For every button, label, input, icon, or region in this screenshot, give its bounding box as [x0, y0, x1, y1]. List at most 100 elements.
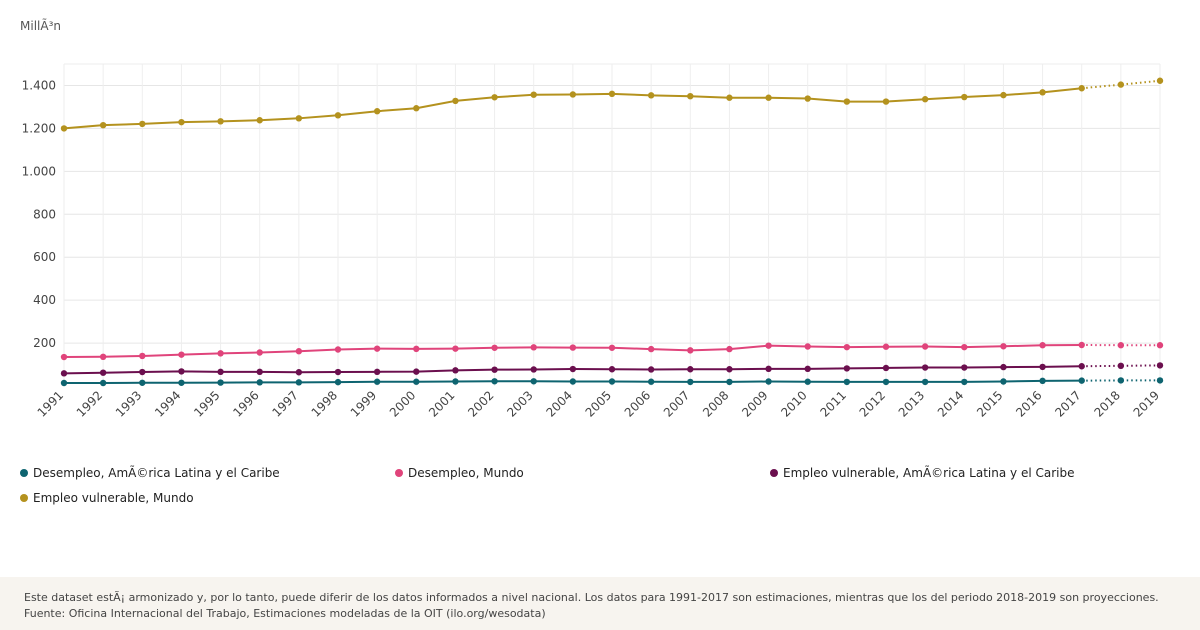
data-point	[413, 368, 420, 375]
data-point	[295, 115, 303, 122]
data-point	[843, 365, 851, 372]
data-point	[765, 378, 772, 385]
x-tick-label: 2006	[622, 388, 653, 419]
data-point	[647, 345, 655, 353]
x-tick-label: 2005	[583, 388, 614, 419]
footer-notes: Este dataset estÃ¡ armonizado y, por lo …	[0, 577, 1200, 630]
data-point	[1078, 363, 1085, 370]
data-point	[608, 90, 616, 98]
x-tick-label: 2000	[387, 388, 418, 419]
data-point	[491, 378, 498, 385]
data-point	[413, 378, 420, 385]
footer-source: Fuente: Oficina Internacional del Trabaj…	[24, 607, 546, 620]
data-point	[452, 345, 459, 352]
data-point	[256, 379, 263, 386]
data-point	[373, 345, 381, 352]
y-tick-label: 200	[33, 336, 56, 350]
data-point	[334, 346, 342, 353]
data-point	[1117, 362, 1125, 370]
data-point	[1039, 363, 1046, 371]
data-point	[1156, 377, 1164, 384]
data-point	[99, 121, 107, 129]
data-point	[1000, 91, 1007, 99]
legend-marker-icon	[20, 469, 28, 477]
data-point	[765, 94, 772, 101]
data-point	[178, 368, 185, 375]
x-tick-label: 1999	[348, 388, 379, 419]
data-point	[334, 368, 342, 376]
data-point	[139, 379, 146, 386]
data-point	[765, 365, 772, 373]
data-point	[569, 378, 577, 385]
x-tick-label: 2004	[543, 388, 574, 419]
data-point	[452, 378, 459, 385]
legend-label: Empleo vulnerable, AmÃ©rica Latina y el …	[783, 466, 1075, 480]
data-point	[295, 369, 303, 376]
data-point	[334, 112, 342, 119]
legend-marker-icon	[395, 469, 403, 477]
data-point	[60, 125, 68, 132]
data-point	[256, 117, 263, 124]
x-tick-label: 2009	[739, 388, 770, 419]
data-point	[921, 364, 929, 371]
data-point	[1156, 362, 1164, 369]
legend-marker-icon	[770, 469, 778, 477]
data-point	[217, 368, 224, 376]
data-point	[217, 118, 224, 125]
data-point	[726, 94, 733, 101]
data-point	[1000, 378, 1007, 385]
data-point	[569, 344, 577, 351]
data-point	[334, 378, 342, 386]
data-point	[491, 366, 498, 373]
legend-item[interactable]: Empleo vulnerable, Mundo	[20, 491, 194, 505]
data-point	[843, 378, 851, 386]
data-point	[921, 96, 929, 103]
data-point	[1039, 342, 1046, 349]
y-tick-label: 400	[33, 293, 56, 307]
data-point	[256, 349, 263, 356]
x-tick-label: 1993	[113, 388, 144, 419]
x-tick-label: 2008	[700, 388, 731, 419]
data-point	[373, 368, 381, 376]
data-point	[491, 94, 498, 101]
data-point	[1117, 342, 1125, 349]
data-point	[804, 365, 811, 373]
x-tick-label: 2017	[1052, 388, 1083, 419]
data-point	[647, 92, 655, 99]
data-point	[99, 379, 107, 387]
data-point	[961, 93, 968, 101]
data-point	[256, 368, 263, 376]
y-tick-label: 1.400	[22, 78, 56, 92]
data-point	[569, 91, 577, 98]
y-axis-unit-label: MillÃ³n	[20, 18, 61, 33]
legend-item[interactable]: Desempleo, Mundo	[395, 466, 524, 480]
y-tick-label: 1.200	[22, 121, 56, 135]
data-point	[569, 365, 577, 373]
data-point	[373, 108, 381, 115]
data-point	[726, 366, 733, 373]
grid-lines	[63, 63, 1161, 386]
x-tick-label: 2001	[426, 388, 457, 419]
legend-item[interactable]: Desempleo, AmÃ©rica Latina y el Caribe	[20, 466, 280, 480]
data-point	[295, 348, 303, 355]
legend-marker-icon	[20, 494, 28, 502]
data-point	[804, 378, 811, 385]
x-tick-label: 2014	[935, 388, 966, 419]
data-point	[608, 366, 616, 373]
data-point	[217, 350, 224, 357]
data-point	[843, 343, 851, 351]
legend-item[interactable]: Empleo vulnerable, AmÃ©rica Latina y el …	[770, 466, 1074, 480]
data-point	[530, 91, 537, 98]
y-tick-label: 1.000	[22, 164, 56, 178]
data-point	[373, 378, 381, 385]
y-tick-label: 800	[33, 207, 56, 221]
data-point	[961, 364, 968, 371]
data-point	[295, 379, 303, 386]
x-tick-label: 1992	[74, 388, 105, 419]
x-tick-label: 1997	[269, 388, 300, 419]
data-point	[843, 98, 851, 105]
data-point	[452, 367, 459, 374]
footer-note: Este dataset estÃ¡ armonizado y, por lo …	[24, 591, 1159, 604]
data-point	[452, 97, 459, 105]
data-point	[921, 343, 929, 350]
